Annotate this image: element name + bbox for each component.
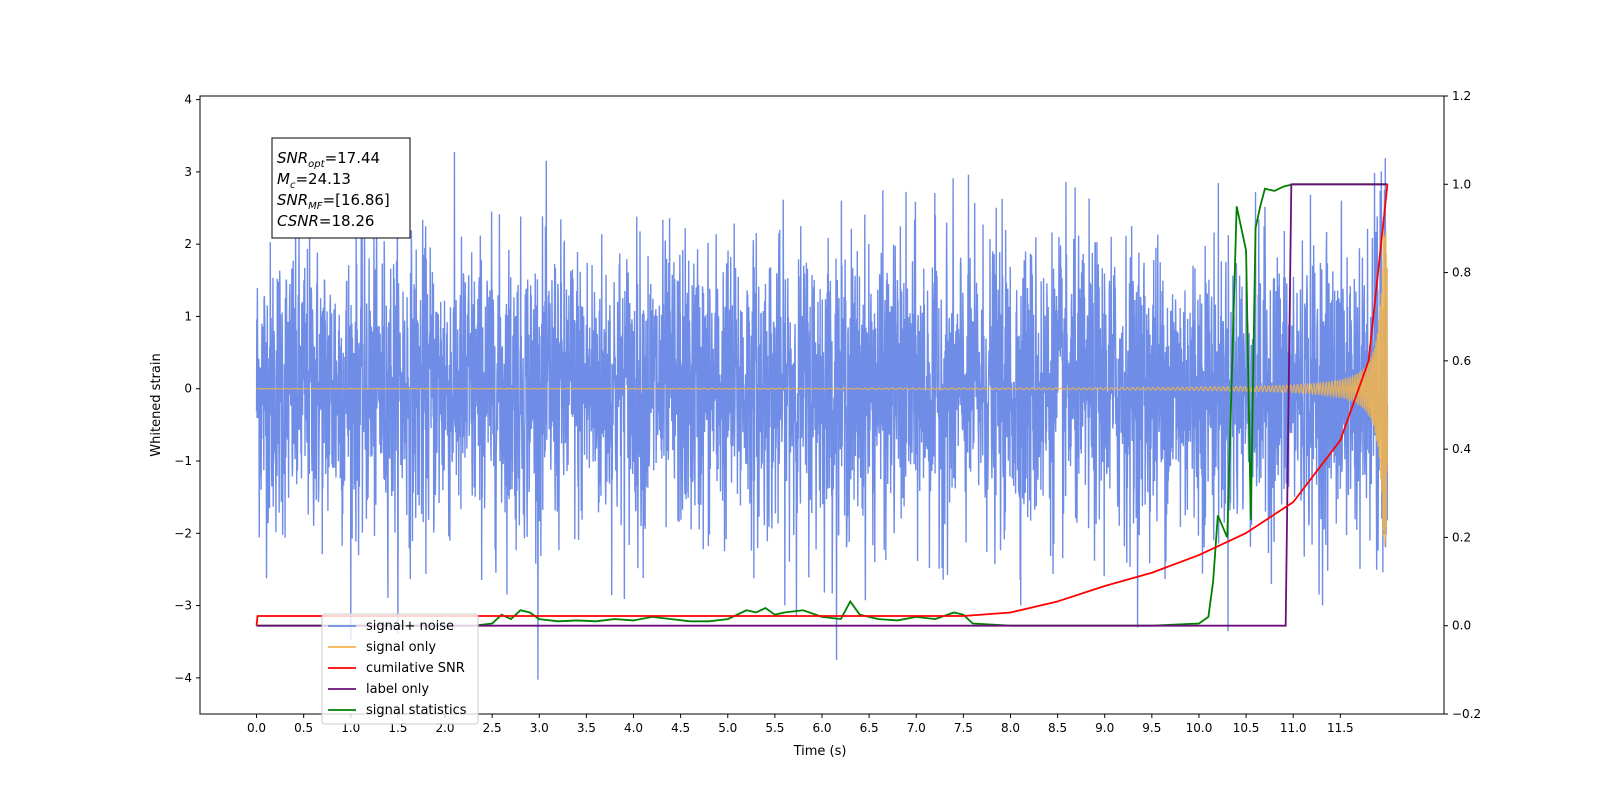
y-tick-label: −1 bbox=[174, 454, 192, 468]
y-tick-label: 2 bbox=[184, 237, 192, 251]
x-tick-label: 6.5 bbox=[860, 721, 879, 735]
x-tick-label: 3.0 bbox=[530, 721, 549, 735]
y2-tick-label: 1.2 bbox=[1452, 89, 1471, 103]
x-tick-label: 10.5 bbox=[1233, 721, 1260, 735]
series-layer bbox=[255, 152, 1389, 680]
y2-tick-label: 0.6 bbox=[1452, 354, 1471, 368]
x-tick-label: 8.0 bbox=[1001, 721, 1020, 735]
x-tick-label: 11.5 bbox=[1327, 721, 1354, 735]
legend-entry-label: signal only bbox=[366, 640, 436, 655]
y-tick-label: −4 bbox=[174, 671, 192, 685]
series-line-cumulative-snr bbox=[255, 184, 1389, 626]
x-tick-label: 6.0 bbox=[812, 721, 831, 735]
x-axis-label: Time (s) bbox=[793, 744, 847, 759]
y-tick-label: 4 bbox=[184, 93, 192, 107]
y2-tick-label: −0.2 bbox=[1452, 707, 1481, 721]
x-tick-label: 7.5 bbox=[954, 721, 973, 735]
y2-tick-label: 0.0 bbox=[1452, 619, 1471, 633]
annotation-line: CSNR=18.26 bbox=[277, 212, 374, 230]
x-tick-label: 0.5 bbox=[294, 721, 313, 735]
series-line-label-only bbox=[256, 183, 1388, 627]
x-tick-label: 3.5 bbox=[577, 721, 596, 735]
legend-entry-label: signal+ noise bbox=[366, 619, 454, 634]
series-line-signal-statistics bbox=[256, 183, 1388, 627]
legend-frame bbox=[321, 613, 479, 725]
series-line-signal-only bbox=[256, 230, 1389, 547]
x-tick-label: 11.0 bbox=[1280, 721, 1307, 735]
x-tick-label: 8.5 bbox=[1048, 721, 1067, 735]
y-tick-label: 3 bbox=[184, 165, 192, 179]
y2-tick-label: 0.4 bbox=[1452, 442, 1471, 456]
x-tick-label: 9.5 bbox=[1142, 721, 1161, 735]
x-tick-label: 5.5 bbox=[765, 721, 784, 735]
y-axis-left: 4 3 2 1 0 −1 −2 −3 −4 bbox=[174, 93, 200, 685]
annotation-line: SNRopt=17.44 bbox=[277, 149, 380, 170]
x-tick-label: 4.5 bbox=[671, 721, 690, 735]
x-tick-label: 4.0 bbox=[624, 721, 643, 735]
y2-tick-label: 0.2 bbox=[1452, 530, 1471, 544]
x-tick-label: 7.0 bbox=[907, 721, 926, 735]
x-tick-label: 2.5 bbox=[483, 721, 502, 735]
y-tick-label: −3 bbox=[174, 599, 192, 613]
x-tick-label: 10.0 bbox=[1186, 721, 1213, 735]
series-line-signal-noise bbox=[255, 152, 1389, 680]
legend-entry-label: signal statistics bbox=[366, 703, 467, 718]
y-tick-label: 0 bbox=[184, 382, 192, 396]
y-axis-label: Whitened strain bbox=[149, 353, 164, 456]
y2-tick-label: 0.8 bbox=[1452, 266, 1471, 280]
y-axis-right: 1.2 1.0 0.8 0.6 0.4 0.2 0.0 −0.2 bbox=[1444, 89, 1481, 721]
legend: signal+ noise signal only cumilative SNR la… bbox=[321, 613, 479, 725]
annotation-line: Mc=24.13 bbox=[277, 170, 351, 191]
legend-entry-label: cumilative SNR bbox=[366, 661, 465, 676]
annotation-line: SNRMF=[16.86] bbox=[277, 191, 390, 212]
legend-entry-label: label only bbox=[366, 682, 429, 697]
x-tick-label: 0.0 bbox=[247, 721, 266, 735]
y-tick-label: 1 bbox=[184, 309, 192, 323]
x-tick-label: 5.0 bbox=[718, 721, 737, 735]
y2-tick-label: 1.0 bbox=[1452, 177, 1471, 191]
annotation-box: SNRopt=17.44Mc=24.13SNRMF=[16.86]CSNR=18… bbox=[271, 137, 411, 239]
y-tick-label: −2 bbox=[174, 526, 192, 540]
annotation-frame bbox=[271, 137, 411, 239]
x-tick-label: 9.0 bbox=[1095, 721, 1114, 735]
